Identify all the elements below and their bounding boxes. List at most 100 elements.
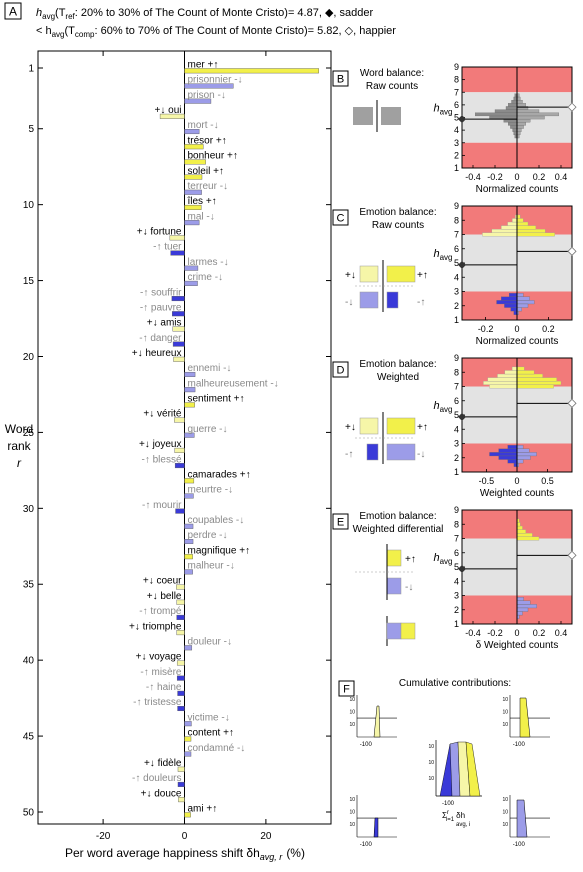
word-label: +↓ voyage (136, 652, 182, 663)
hist-bar-neg-ref (507, 445, 518, 449)
word-bar (184, 83, 234, 89)
hist-bar-ref (511, 99, 518, 104)
hist-bar-neg-ref (504, 303, 518, 308)
y-tick-label: 8 (454, 519, 459, 529)
comp-diamond-marker (567, 550, 577, 560)
legend-box (359, 417, 379, 435)
word-bar (171, 296, 185, 302)
hist-bar-neg-comp (516, 448, 530, 453)
panel-f-title: Cumulative contributions: (399, 678, 511, 689)
word-bar (176, 630, 185, 636)
y-tick-label: 6 (454, 244, 459, 254)
x-tick-label: -0.4 (465, 172, 481, 182)
word-label: mal -↓ (188, 211, 215, 222)
hist-bar-ref (475, 112, 518, 117)
word-label: camarades +↑ (188, 469, 251, 480)
legend-box (386, 577, 402, 595)
word-label: mort -↓ (188, 120, 219, 131)
hist-bar-neg-comp (516, 293, 524, 297)
hist-bar-pos-comp (516, 225, 537, 230)
panel-ylabel: havg (433, 248, 452, 262)
mini-tick: -100 (513, 742, 526, 748)
svg-text:Word: Word (5, 422, 33, 436)
panel-xlabel: Normalized counts (476, 184, 559, 195)
legend-label: +↓ (345, 270, 356, 281)
y-tick-label: 3 (454, 138, 459, 148)
word-label: -↑ mourir (142, 500, 182, 511)
word-label: victime -↓ (188, 712, 230, 723)
mini-ytick: 10 (502, 697, 508, 703)
hist-bar-pos-ref (512, 218, 518, 223)
hist-bar-pos-comp (516, 218, 524, 223)
mini-area (373, 817, 379, 838)
hist-bar-pos-comp (516, 384, 554, 389)
y-tick-label: 2 (454, 605, 459, 615)
y-tick-label: 8 (454, 75, 459, 85)
hist-bar-neg-comp (516, 303, 529, 308)
panel-label: E (337, 517, 344, 529)
header-line-1: havg(Tref: 20% to 30% of The Count of Mo… (36, 7, 373, 21)
hist-bar-pos-comp (516, 229, 546, 233)
y-tick-label: 20 (23, 352, 35, 363)
legend-label: -↑ (345, 449, 353, 460)
panel-title: Emotion balance: (359, 359, 436, 370)
center-sum-label: Σr i=1 δh (442, 810, 465, 823)
panel-e: E Emotion balance: Weighted differential +↑… (332, 505, 577, 651)
legend-label: +↑ (417, 270, 428, 281)
y-tick-label: 1 (454, 467, 459, 477)
word-bar (172, 341, 185, 347)
y-tick-label: 5 (454, 113, 459, 123)
word-bar (169, 235, 185, 241)
word-label: prison -↓ (188, 90, 226, 101)
panel-xlabel: Weighted counts (480, 488, 554, 499)
hist-bar-neg-ref (496, 300, 518, 305)
hist-bar-neg-ref (508, 293, 518, 297)
hist-bar-neg-comp (516, 459, 524, 464)
hist-bar-pos-comp (516, 221, 529, 226)
diff-bar-neg (516, 604, 537, 609)
word-bar (176, 675, 185, 681)
y-tick-label: 1 (454, 163, 459, 173)
panel-title: Emotion balance: (359, 511, 436, 522)
mini-tick: -100 (360, 842, 373, 848)
hist-bar-ref (508, 103, 518, 107)
word-bar (174, 463, 185, 469)
y-tick-label: 9 (454, 353, 459, 363)
word-label: +↓ oui (155, 105, 182, 116)
mini-ytick: 10 (349, 797, 355, 803)
word-label: guerre -↓ (188, 424, 228, 435)
word-bar (178, 797, 185, 803)
y-tick-label: 50 (23, 808, 35, 819)
word-bar (176, 599, 185, 605)
center-ytick: 10 (428, 760, 434, 766)
panel-label: D (337, 365, 345, 377)
hist-bar-neg-ref (501, 296, 518, 301)
hist-bar-pos-comp (516, 377, 557, 382)
diff-bar-neg (516, 600, 531, 605)
word-bar (184, 220, 200, 226)
legend-label: -↓ (405, 582, 413, 593)
diff-bar-neg (516, 607, 529, 612)
hist-bar-ref (489, 115, 518, 120)
x-tick-label: -20 (96, 831, 111, 842)
word-label: mer +↑ (188, 60, 219, 71)
word-label: -↑ haine (146, 682, 182, 693)
svg-text:rank: rank (7, 439, 31, 453)
hist-bar-neg-comp (516, 455, 531, 460)
hist-bar-comp (516, 112, 559, 117)
hist-bar-comp (516, 99, 523, 104)
mini-ytick: 10 (502, 797, 508, 803)
hist-bar-pos-ref (504, 370, 518, 375)
legend-box (386, 265, 416, 283)
diff-bar-neg (516, 597, 524, 601)
x-tick-label: 0.4 (555, 628, 568, 638)
main-xlabel: Per word average happiness shift δhavg, … (65, 846, 305, 862)
hist-bar-pos-ref (487, 377, 518, 382)
comp-diamond-marker (567, 102, 577, 112)
y-tick-label: 9 (454, 201, 459, 211)
word-bar (184, 144, 204, 150)
y-tick-label: 1 (454, 619, 459, 629)
word-bar (176, 660, 185, 666)
word-bar (184, 159, 206, 165)
word-label: +↓ triomphe (129, 621, 182, 632)
